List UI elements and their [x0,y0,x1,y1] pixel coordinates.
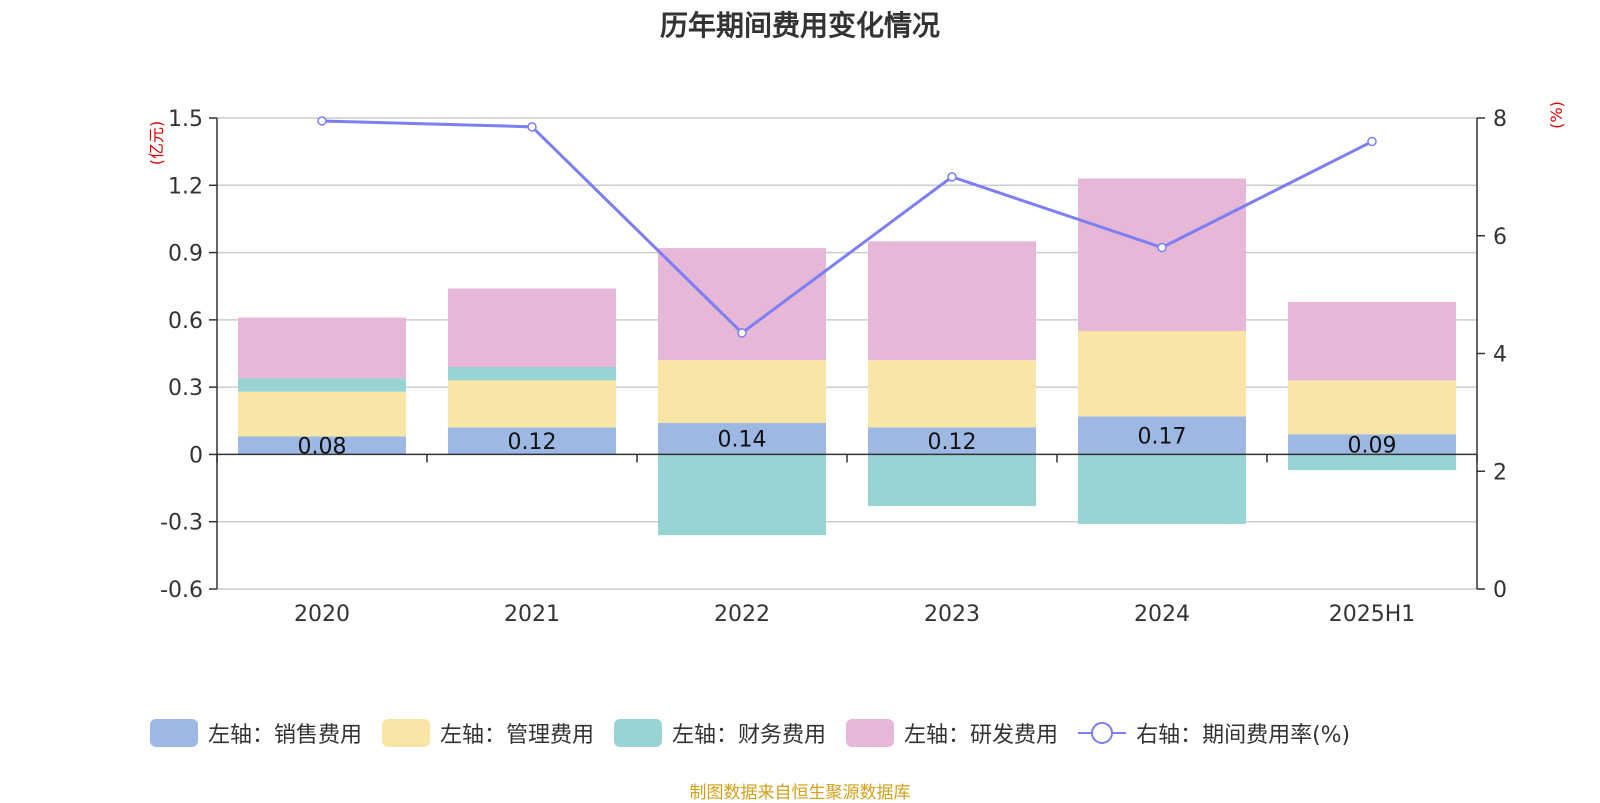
bar-rnd-2022 [658,248,826,361]
left-tick-label: 0 [189,443,203,468]
legend-swatch-admin [382,719,431,747]
data-label-sales: 0.09 [1348,433,1397,458]
right-tick-label: 8 [1493,107,1507,132]
left-tick-label: 1.2 [168,174,203,199]
x-tick-label: 2025H1 [1329,602,1416,627]
bar-finance-2020 [238,378,406,392]
legend: 左轴：销售费用 左轴：管理费用 左轴：财务费用 左轴：研发费用 右轴：期间费用率… [150,718,1370,748]
legend-item-sales[interactable]: 左轴：销售费用 [150,717,362,749]
bar-rnd-2021 [448,288,616,367]
bar-rnd-2020 [238,317,406,379]
bar-sales-2025H1 [1288,434,1456,455]
rate-point-2022 [737,328,747,338]
bar-sales-2020 [238,436,406,455]
right-tick-label: 0 [1493,578,1507,603]
bar-admin-2020 [238,391,406,437]
legend-item-finance[interactable]: 左轴：财务费用 [614,717,826,749]
bar-finance-2022 [658,454,826,536]
right-axis-unit: (%) [1547,101,1566,129]
bar-sales-2021 [448,427,616,455]
right-tick-label: 6 [1493,225,1507,250]
data-label-sales: 0.08 [298,434,347,459]
data-label-sales: 0.12 [508,430,557,455]
legend-swatch-finance [614,719,663,747]
chart-title: 历年期间费用变化情况 [659,9,940,42]
data-label-sales: 0.14 [718,428,767,453]
legend-label-sales: 左轴：销售费用 [208,723,363,748]
legend-swatch-rnd [846,719,895,747]
left-tick-label: -0.3 [160,511,203,536]
legend-label-finance: 左轴：财务费用 [672,723,827,748]
bar-rnd-2025H1 [1288,301,1456,381]
legend-item-admin[interactable]: 左轴：管理费用 [382,717,594,749]
left-tick-label: 0.3 [168,376,203,401]
x-tick-label: 2023 [924,602,980,627]
bar-sales-2024 [1078,416,1246,455]
bar-admin-2023 [868,360,1036,428]
bar-finance-2021 [448,366,616,381]
left-tick-label: 0.9 [168,242,203,267]
legend-label-admin: 左轴：管理费用 [440,723,595,748]
bar-finance-2023 [868,454,1036,507]
legend-item-rate[interactable]: 右轴：期间费用率(%) [1078,717,1350,749]
legend-item-rnd[interactable]: 左轴：研发费用 [846,717,1058,749]
right-tick-label: 2 [1493,460,1507,485]
data-label-sales: 0.17 [1138,424,1187,449]
legend-label-rnd: 左轴：研发费用 [904,723,1059,748]
rate-point-2023 [947,172,957,182]
x-tick-label: 2020 [294,602,350,627]
left-axis-unit: (亿元) [147,121,166,166]
bar-finance-2025H1 [1288,454,1456,471]
x-tick-label: 2024 [1134,602,1190,627]
rate-point-2025H1 [1367,136,1377,147]
x-tick-label: 2021 [504,602,560,627]
bar-rnd-2023 [868,241,1036,361]
data-label-sales: 0.12 [928,430,977,455]
bar-admin-2022 [658,360,826,424]
bar-sales-2023 [868,427,1036,455]
rate-point-2020 [317,116,327,126]
legend-label-rate: 右轴：期间费用率(%) [1136,723,1351,748]
legend-swatch-sales [150,719,198,747]
left-tick-label: 1.5 [168,107,203,132]
bar-admin-2025H1 [1288,380,1456,435]
bar-admin-2024 [1078,331,1246,417]
rate-point-2021 [527,122,537,132]
x-tick-label: 2022 [714,602,770,627]
left-tick-label: -0.6 [160,578,203,603]
bar-rnd-2024 [1078,178,1246,332]
bar-sales-2022 [658,423,826,455]
rate-point-2024 [1157,242,1167,253]
rate-line [321,119,1373,335]
bar-finance-2024 [1078,454,1246,524]
right-tick-label: 4 [1493,343,1507,368]
left-tick-label: 0.6 [168,309,203,334]
source-note: 制图数据来自恒生聚源数据库 [689,783,911,803]
legend-line-marker-icon [1078,722,1127,744]
bar-admin-2021 [448,380,616,428]
